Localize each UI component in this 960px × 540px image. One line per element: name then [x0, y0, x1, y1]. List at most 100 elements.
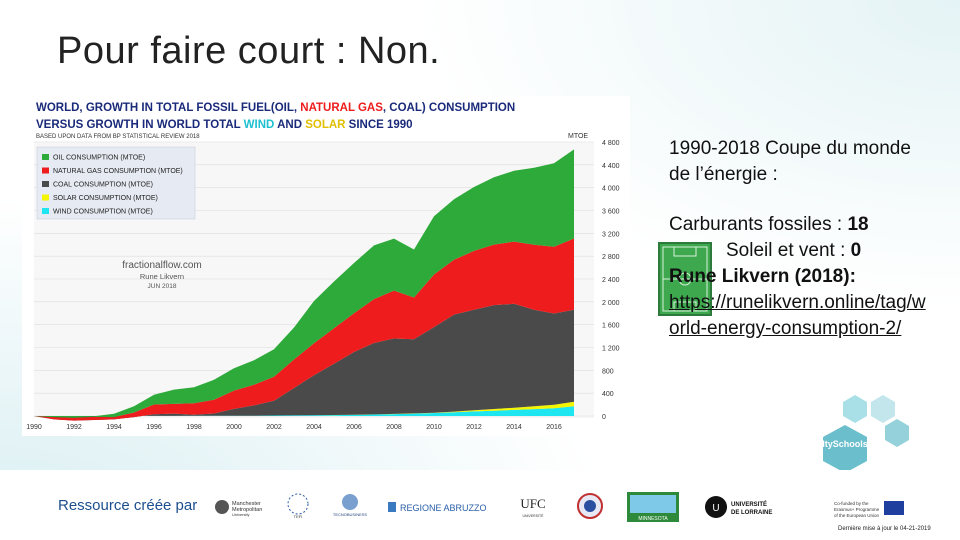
x-tick-labels: 1990 1992 1994 1996 1998 2000 2002 2004 2006 2008… — [26, 424, 562, 431]
last-updated: Dernière mise à jour le 04-21-2019 — [838, 526, 931, 532]
title-part: VERSUS GROWTH IN WORLD TOTAL — [36, 119, 244, 131]
legend-label-gas: NATURAL GAS CONSUMPTION (MTOE) — [53, 168, 183, 175]
y-tick-label: 2 000 — [602, 300, 620, 307]
svg-text:of the European Union: of the European Union — [834, 513, 880, 518]
series-area-wind — [34, 406, 574, 416]
y-tick-label: 1 600 — [602, 323, 620, 330]
fossil-line: Carburants fossiles : 18 — [669, 212, 929, 238]
intro-paragraph: 1990-2018 Coupe du monde de l’énergie : — [669, 138, 911, 185]
x-tick-label: 2000 — [226, 424, 242, 431]
svg-text:Metropolitan: Metropolitan — [232, 507, 262, 513]
y-tick-labels: 0 400 800 1 200 1 600 2 000 2 400 2 800 3 200 3 6… — [602, 140, 620, 421]
x-tick-label: 1990 — [26, 424, 42, 431]
slide-title: Pour faire court : Non. — [57, 30, 441, 72]
logo-tefi: TEFI — [283, 492, 313, 522]
right-text-block: 1990-2018 Coupe du monde de l’énergie : … — [669, 136, 929, 342]
y-tick-label: 4 000 — [602, 186, 620, 193]
title-part: NATURAL GAS — [300, 102, 383, 114]
logo-minnesota: MINNESOTA — [627, 492, 679, 524]
legend-swatch-gas — [42, 167, 49, 174]
chart-legend: OIL CONSUMPTION (MTOE) NATURAL GAS CONSUM… — [36, 146, 196, 220]
legend-box — [36, 146, 196, 220]
sunwind-label: Soleil et vent : — [726, 240, 851, 261]
watermark: fractionalflow.com Rune Likvern JUN 2018 — [122, 260, 201, 290]
svg-text:REGIONE ABRUZZO: REGIONE ABRUZZO — [400, 503, 487, 513]
title-part: (OIL, — [271, 102, 300, 114]
chart-image: WORLD, GROWTH IN TOTAL FOSSIL FUEL(OIL, … — [22, 96, 630, 436]
x-tick-label: 2016 — [546, 424, 562, 431]
hex-logo-text: ItySchools — [822, 439, 868, 449]
logo-tecnobusiness: TECNOBUSINESS — [332, 492, 368, 520]
chart-title-line2: VERSUS GROWTH IN WORLD TOTAL WIND AND SO… — [36, 119, 413, 131]
chart-title-line1: WORLD, GROWTH IN TOTAL FOSSIL FUEL(OIL, … — [36, 102, 515, 114]
logo-ubfc — [576, 492, 604, 522]
x-tick-label: 2010 — [426, 424, 442, 431]
x-tick-label: 2002 — [266, 424, 282, 431]
title-part: , COAL) — [383, 102, 426, 114]
series-area-coal — [34, 303, 574, 421]
title-part: SINCE 1990 — [345, 119, 412, 131]
x-tick-label: 2008 — [386, 424, 402, 431]
fossil-value: 18 — [847, 214, 869, 235]
sunwind-value: 0 — [850, 240, 862, 261]
legend-label-solar: SOLAR CONSUMPTION (MTOE) — [53, 195, 158, 202]
unit-label: MTOE — [568, 133, 588, 140]
title-part: CONSUMPTION — [426, 102, 515, 114]
svg-text:UFC: UFC — [520, 496, 545, 511]
y-tick-label: 400 — [602, 391, 614, 398]
title-part: WORLD, GROWTH IN TOTAL FOSSIL FUEL — [36, 102, 271, 114]
legend-label-coal: COAL CONSUMPTION (MTOE) — [53, 182, 153, 189]
svg-text:UNIVERSITÉ: UNIVERSITÉ — [731, 500, 767, 508]
svg-text:U: U — [712, 503, 719, 514]
x-tick-label: 1994 — [106, 424, 122, 431]
legend-swatch-coal — [42, 181, 49, 187]
footer-bar — [0, 470, 960, 540]
x-tick-label: 2014 — [506, 424, 522, 431]
x-tick-label: 2012 — [466, 424, 482, 431]
logo-ufc: UFC UNIVERSITÉ — [514, 492, 552, 522]
svg-text:TEFI: TEFI — [294, 514, 303, 519]
watermark-author: Rune Likvern — [140, 272, 184, 281]
source-link[interactable]: https://runelikvern.online/tag/world-ene… — [669, 292, 926, 339]
svg-text:MINNESOTA: MINNESOTA — [638, 516, 668, 522]
x-tick-label: 1992 — [66, 424, 82, 431]
footer-label: Ressource créée par — [58, 497, 198, 514]
y-tick-label: 800 — [602, 368, 614, 375]
legend-swatch-oil — [42, 154, 49, 160]
watermark-date: JUN 2018 — [148, 283, 177, 290]
logo-erasmus: Co-funded by the Erasmus+ Programme of the… — [834, 498, 906, 522]
title-part: SOLAR — [305, 119, 346, 131]
y-tick-label: 1 200 — [602, 346, 620, 353]
svg-text:UNIVERSITÉ: UNIVERSITÉ — [522, 513, 544, 518]
soccer-field-icon — [658, 242, 712, 316]
series-area-oil — [34, 149, 574, 418]
y-tick-label: 4 800 — [602, 140, 620, 147]
svg-text:Manchester: Manchester — [232, 501, 261, 507]
title-part: AND — [274, 119, 305, 131]
logo-manchester: Manchester Metropolitan University — [214, 496, 274, 520]
x-tick-label: 1996 — [146, 424, 162, 431]
hexagon-logo: ItySchools — [815, 385, 935, 495]
series-area-gas — [34, 238, 574, 421]
legend-swatch-solar — [42, 194, 49, 201]
watermark-site: fractionalflow.com — [122, 260, 201, 271]
area-chart: WORLD, GROWTH IN TOTAL FOSSIL FUEL(OIL, … — [22, 96, 630, 436]
sunwind-line: Soleil et vent : 0 — [669, 238, 929, 264]
chart-title: WORLD, GROWTH IN TOTAL FOSSIL FUEL(OIL, … — [36, 102, 515, 140]
legend-label-wind: WIND CONSUMPTION (MTOE) — [53, 209, 153, 216]
author-citation: Rune Likvern (2018): — [669, 266, 856, 287]
title-part: WIND — [244, 119, 275, 131]
x-tick-label: 2006 — [346, 424, 362, 431]
x-tick-label: 2004 — [306, 424, 322, 431]
y-tick-label: 3 600 — [602, 209, 620, 216]
logo-regione-abruzzo: REGIONE ABRUZZO — [388, 500, 488, 516]
svg-text:Co-funded by the: Co-funded by the — [834, 501, 869, 506]
y-tick-label: 4 400 — [602, 163, 620, 170]
y-tick-label: 3 200 — [602, 231, 620, 238]
svg-text:DE LORRAINE: DE LORRAINE — [731, 510, 772, 516]
svg-text:University: University — [232, 512, 250, 517]
svg-text:TECNOBUSINESS: TECNOBUSINESS — [333, 512, 368, 517]
area-series — [34, 149, 574, 421]
chart-subtitle: BASED UPON DATA FROM BP STATISTICAL REVI… — [36, 134, 200, 140]
legend-label-oil: OIL CONSUMPTION (MTOE) — [53, 155, 145, 162]
